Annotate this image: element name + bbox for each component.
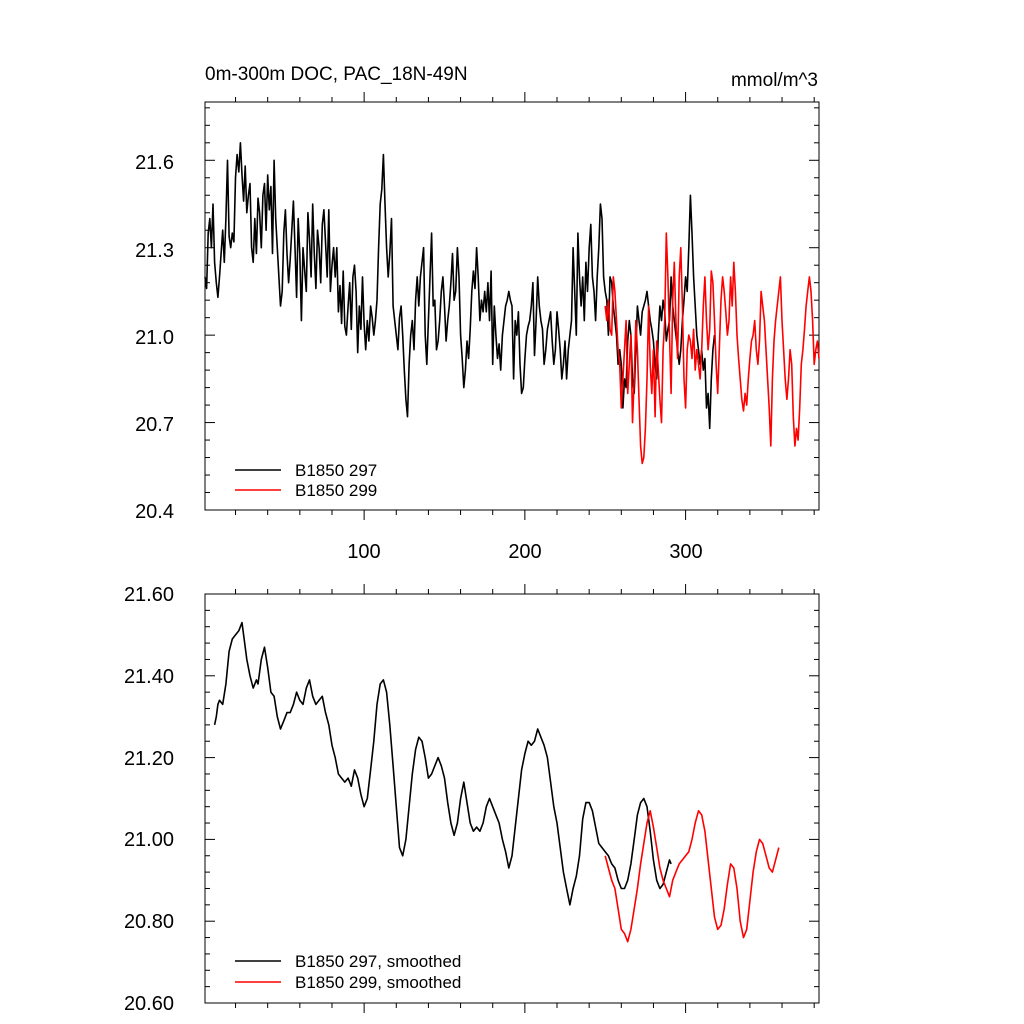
top-plot-frame <box>204 101 820 511</box>
top-chart-title: 0m-300m DOC, PAC_18N-49N <box>205 64 468 85</box>
top-x-tick-label: 300 <box>669 541 702 563</box>
bottom-y-tick-label: 21.60 <box>124 584 174 606</box>
bottom-y-tick-labels: 20.60 20.80 21.00 21.20 21.40 21.60 <box>124 584 174 1015</box>
bottom-y-tick-label: 20.80 <box>124 911 174 933</box>
top-chart: 0m-300m DOC, PAC_18N-49N mmol/m^3 20.4 2… <box>135 64 820 563</box>
bottom-y-tick-label: 21.20 <box>124 748 174 770</box>
bottom-y-tick-label: 21.00 <box>124 829 174 851</box>
top-legend: B1850 297 B1850 299 <box>235 461 377 500</box>
bottom-chart: 20.60 20.80 21.00 21.20 21.40 21.60 B185… <box>124 584 820 1015</box>
top-chart-units-label: mmol/m^3 <box>731 70 818 91</box>
top-y-tick-labels: 20.4 20.7 21.0 21.3 21.6 <box>135 152 174 523</box>
bottom-y-tick-label: 20.60 <box>124 993 174 1015</box>
legend-label-b1850-299-smoothed: B1850 299, smoothed <box>295 973 461 992</box>
top-y-tick-label: 21.0 <box>135 327 174 349</box>
bottom-plot-frame <box>204 593 820 1004</box>
bottom-y-tick-label: 21.40 <box>124 666 174 688</box>
top-y-tick-label: 20.7 <box>135 414 174 436</box>
top-y-tick-label: 21.6 <box>135 152 174 174</box>
bottom-tick-marks <box>205 584 819 1013</box>
series-line-b1850-299 <box>604 232 820 465</box>
top-y-tick-label: 20.4 <box>135 501 174 523</box>
bottom-legend: B1850 297, smoothed B1850 299, smoothed <box>235 952 461 992</box>
top-x-tick-labels: 100 200 300 <box>347 541 702 563</box>
series-line-b1850-297-smoothed <box>213 621 672 906</box>
series-line-b1850-299-smoothed <box>604 809 780 943</box>
top-x-tick-label: 200 <box>508 541 541 563</box>
legend-label-b1850-299: B1850 299 <box>295 481 377 500</box>
top-x-tick-label: 100 <box>347 541 380 563</box>
top-tick-marks <box>205 92 819 520</box>
top-y-tick-label: 21.3 <box>135 240 174 262</box>
series-line-b1850-297 <box>204 142 716 430</box>
legend-label-b1850-297: B1850 297 <box>295 461 377 480</box>
legend-label-b1850-297-smoothed: B1850 297, smoothed <box>295 952 461 971</box>
